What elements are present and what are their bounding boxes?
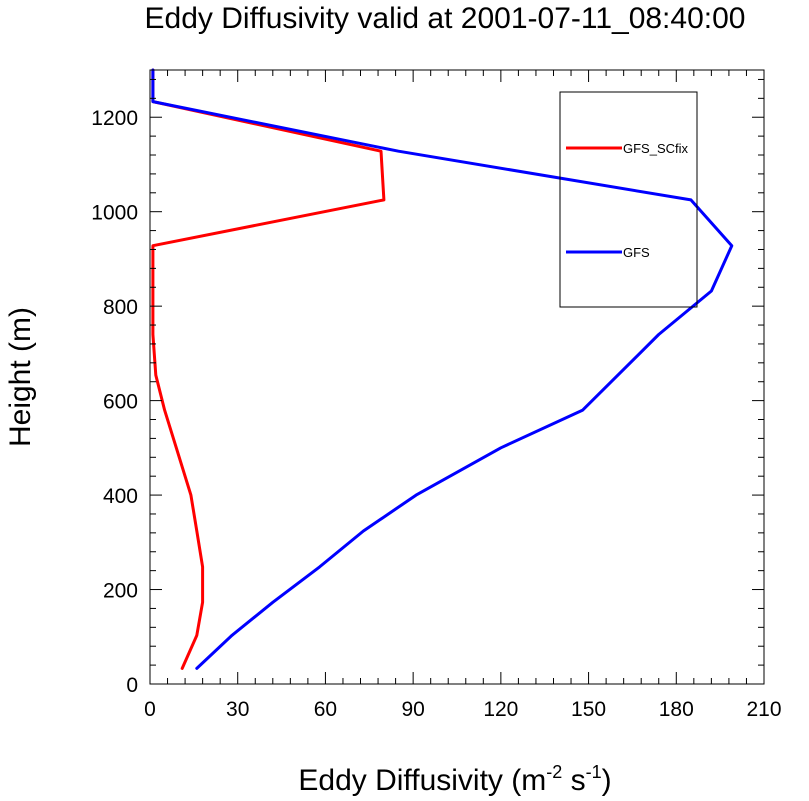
x-axis-label-end: ) — [602, 764, 612, 797]
y-tick-label: 1200 — [91, 107, 138, 130]
x-tick-label: 60 — [314, 698, 337, 721]
x-tick-label: 150 — [571, 698, 606, 721]
x-tick-label: 180 — [659, 698, 694, 721]
chart-title: Eddy Diffusivity valid at 2001-07-11_08:… — [145, 2, 746, 35]
x-axis-label-sup2: -1 — [586, 762, 602, 782]
series-line-gfs-scfix — [151, 68, 386, 670]
series-layer — [151, 68, 734, 670]
series-line-gfs — [151, 68, 734, 670]
x-tick-label: 90 — [401, 698, 424, 721]
y-tick-label: 600 — [103, 391, 138, 414]
x-axis-label-main: Eddy Diffusivity (m — [298, 764, 546, 797]
ticks-layer: 0 30 60 90 120 150 180 210 0 200 400 600 800 1000 1200 — [91, 70, 782, 721]
x-axis-label: Eddy Diffusivity (m-2 s-1) — [298, 762, 611, 797]
x-tick-label: 210 — [746, 698, 781, 721]
x-tick-label: 0 — [144, 698, 156, 721]
x-axis-label-mid: s — [562, 764, 585, 797]
y-tick-label: 0 — [126, 674, 138, 697]
x-tick-label: 120 — [483, 698, 518, 721]
legend-box — [559, 91, 698, 308]
y-axis-label: Height (m) — [4, 307, 37, 447]
y-tick-label: 400 — [103, 485, 138, 508]
x-tick-label: 30 — [226, 698, 249, 721]
x-axis-label-sup1: -2 — [546, 762, 562, 782]
legend-label: GFS — [623, 245, 650, 260]
legend: GFS_SCfix GFS — [559, 91, 698, 308]
y-tick-label: 200 — [103, 580, 138, 603]
legend-label: GFS_SCfix — [623, 141, 689, 156]
plot-frame — [149, 69, 765, 685]
y-tick-label: 800 — [103, 296, 138, 319]
y-tick-label: 1000 — [91, 202, 138, 225]
